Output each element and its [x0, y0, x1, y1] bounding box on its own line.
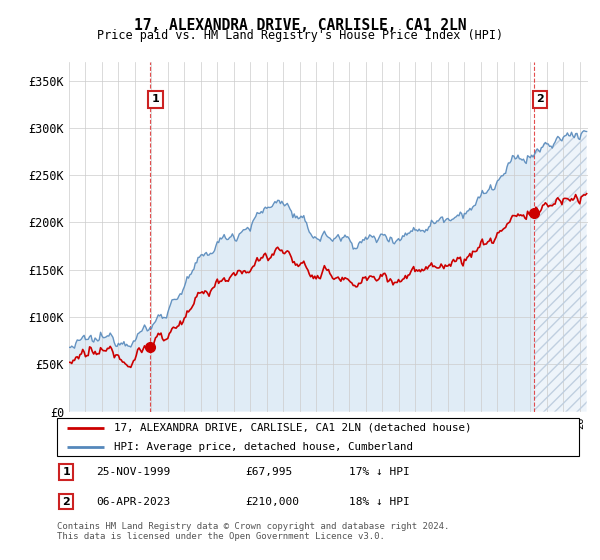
Text: 2: 2 [536, 95, 544, 104]
Text: 1: 1 [152, 95, 160, 104]
Text: £210,000: £210,000 [245, 497, 299, 507]
Text: HPI: Average price, detached house, Cumberland: HPI: Average price, detached house, Cumb… [115, 442, 413, 452]
Text: 25-NOV-1999: 25-NOV-1999 [96, 467, 170, 477]
Text: 18% ↓ HPI: 18% ↓ HPI [349, 497, 410, 507]
Text: 06-APR-2023: 06-APR-2023 [96, 497, 170, 507]
Text: 17% ↓ HPI: 17% ↓ HPI [349, 467, 410, 477]
Text: 1: 1 [62, 467, 70, 477]
Text: 17, ALEXANDRA DRIVE, CARLISLE, CA1 2LN (detached house): 17, ALEXANDRA DRIVE, CARLISLE, CA1 2LN (… [115, 423, 472, 433]
Text: Price paid vs. HM Land Registry's House Price Index (HPI): Price paid vs. HM Land Registry's House … [97, 29, 503, 42]
Text: £67,995: £67,995 [245, 467, 292, 477]
Text: 17, ALEXANDRA DRIVE, CARLISLE, CA1 2LN: 17, ALEXANDRA DRIVE, CARLISLE, CA1 2LN [134, 18, 466, 34]
Text: 2: 2 [62, 497, 70, 507]
FancyBboxPatch shape [57, 418, 579, 456]
Text: Contains HM Land Registry data © Crown copyright and database right 2024.
This d: Contains HM Land Registry data © Crown c… [57, 522, 449, 542]
